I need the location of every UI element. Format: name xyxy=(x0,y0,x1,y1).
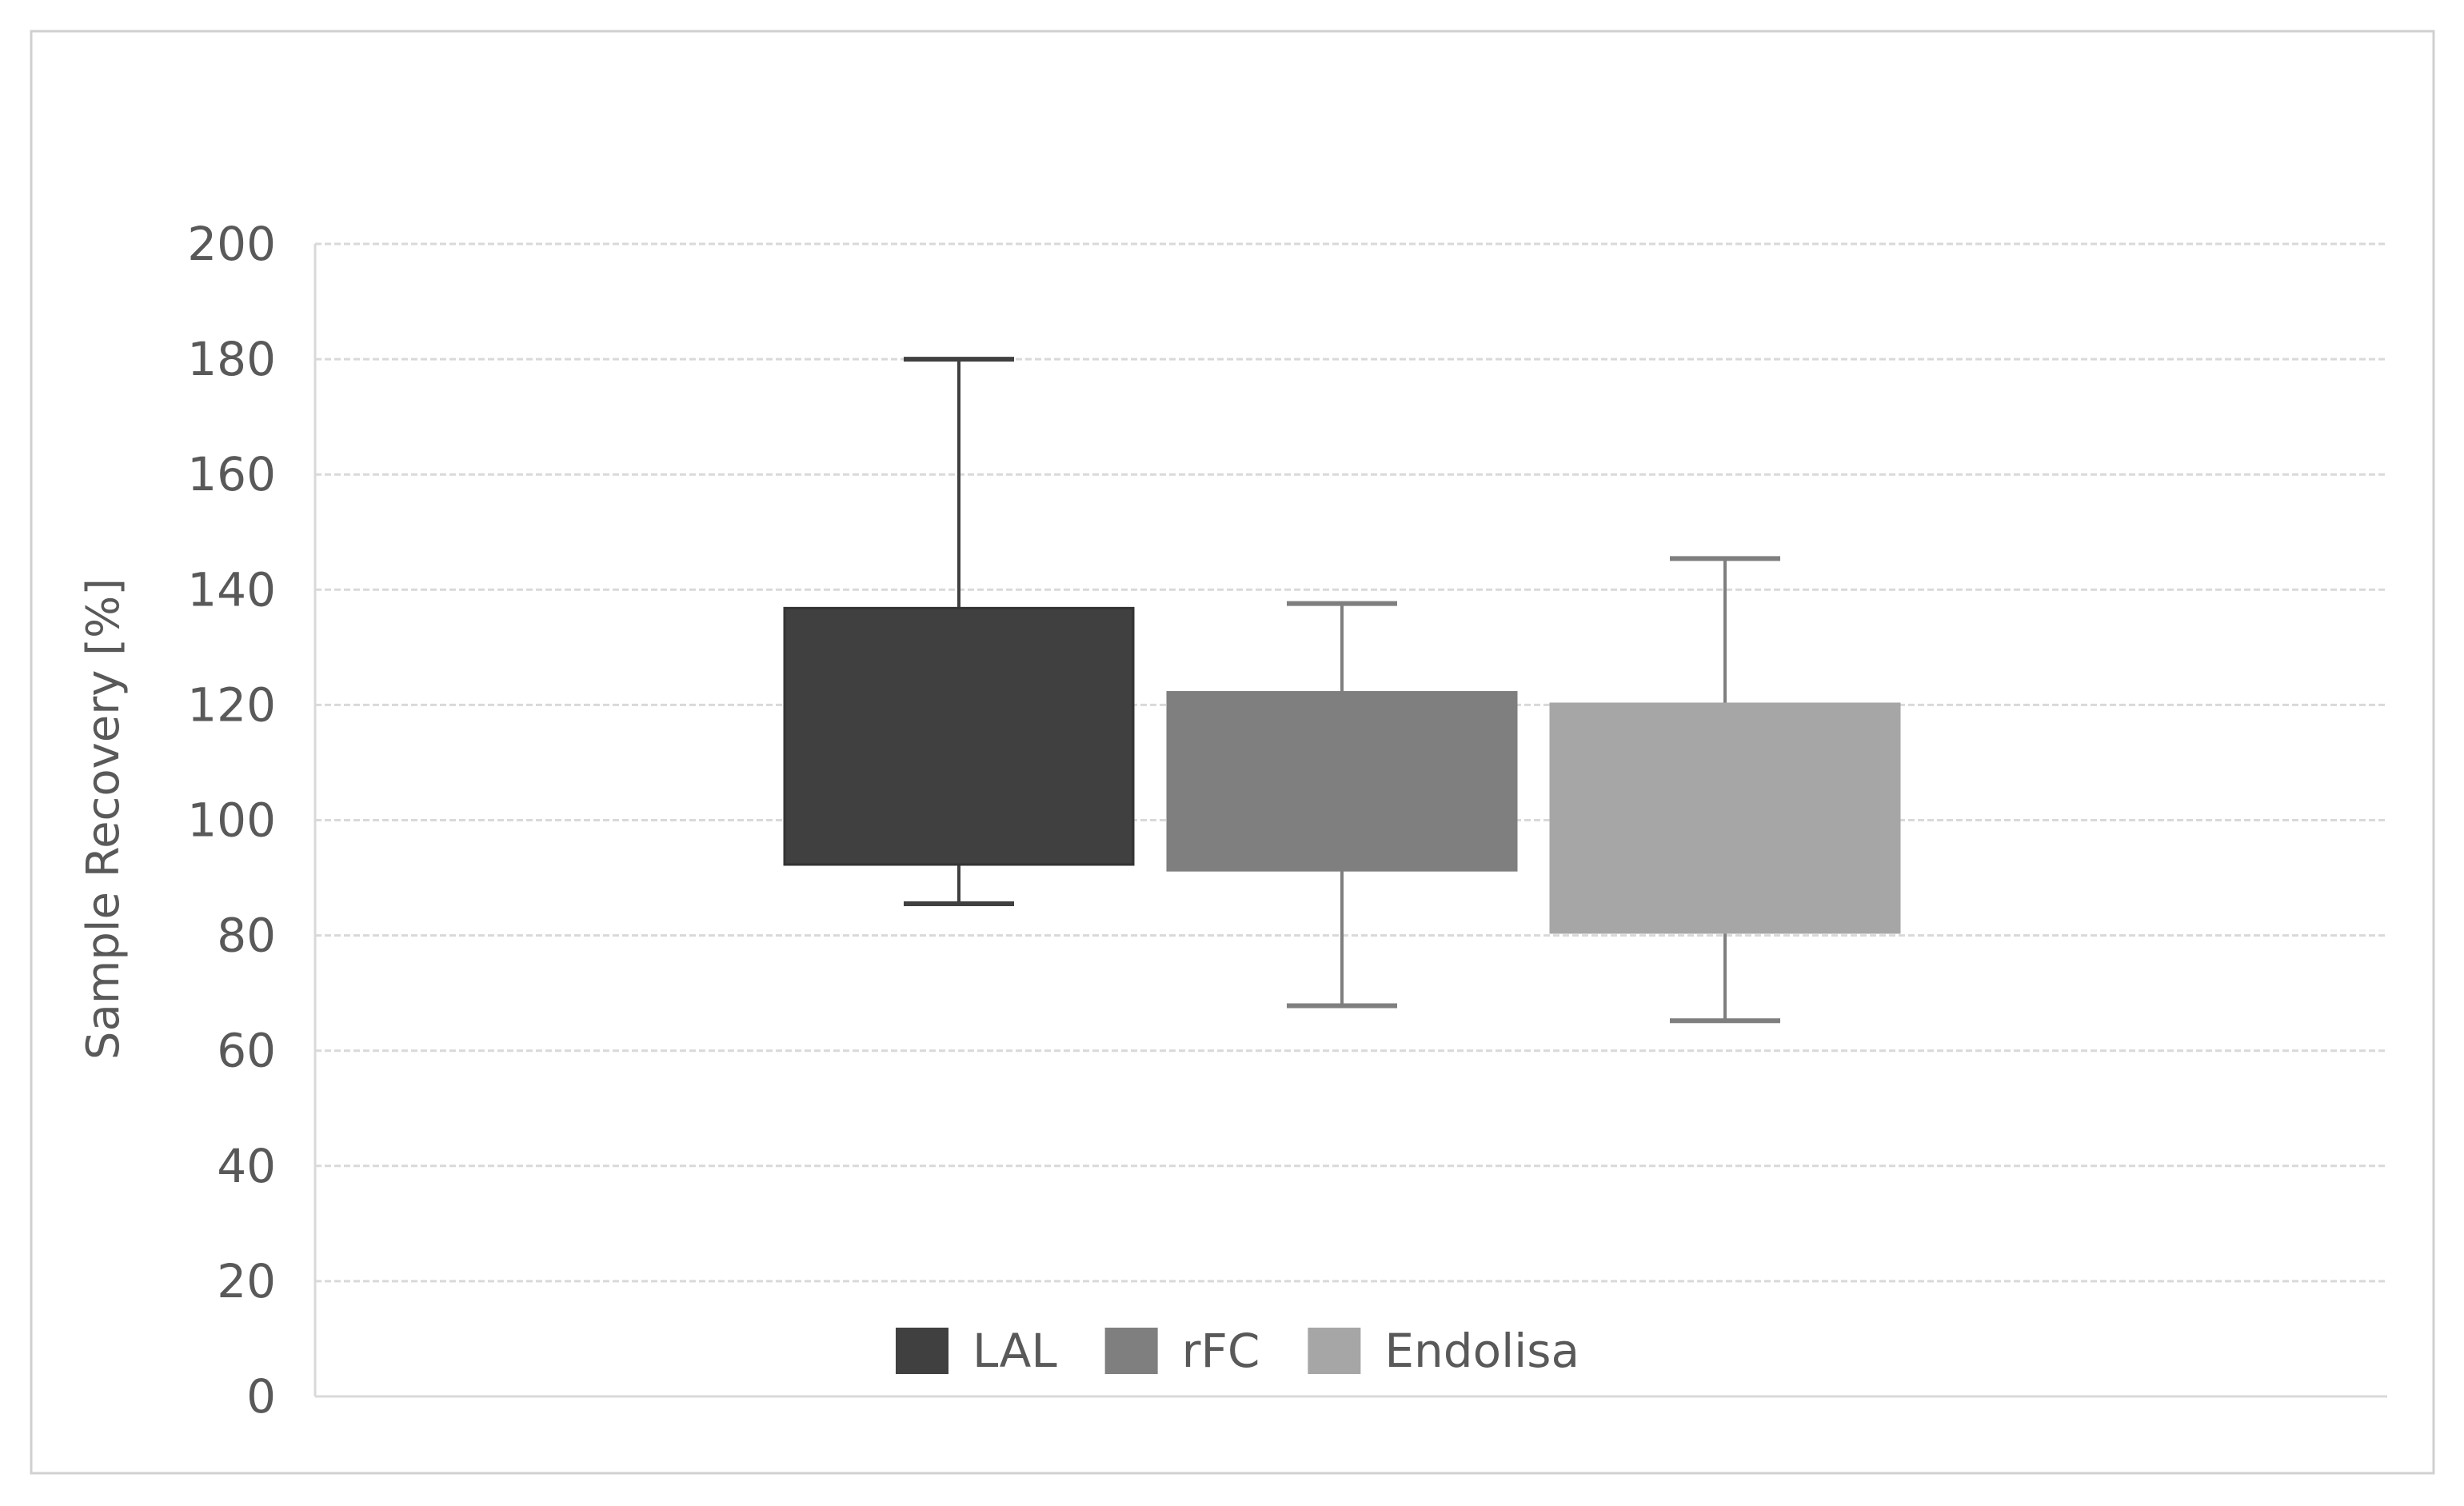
y-tick-label: 20 xyxy=(217,1254,276,1308)
box-rFC xyxy=(1166,691,1518,872)
y-tick-label: 100 xyxy=(187,793,276,848)
y-tick-label: 120 xyxy=(187,677,276,732)
legend-swatch xyxy=(1308,1328,1361,1374)
y-tick-label: 160 xyxy=(187,447,276,501)
legend-label: LAL xyxy=(972,1324,1057,1378)
box-Endolisa xyxy=(1549,702,1901,934)
y-tick-label: 140 xyxy=(187,562,276,617)
y-tick-label: 80 xyxy=(217,909,276,963)
y-tick-label: 180 xyxy=(187,332,276,386)
legend-label: Endolisa xyxy=(1384,1324,1579,1378)
legend-label: rFC xyxy=(1182,1324,1260,1378)
y-tick-label: 200 xyxy=(187,217,276,271)
legend-swatch xyxy=(1104,1328,1158,1374)
legend-swatch xyxy=(896,1328,948,1374)
y-tick-label: 0 xyxy=(246,1369,276,1424)
y-tick-label: 60 xyxy=(217,1024,276,1078)
y-axis-label: Sample Recovery [%] xyxy=(78,578,130,1060)
y-tick-label: 40 xyxy=(217,1139,276,1193)
box-LAL xyxy=(783,606,1135,866)
